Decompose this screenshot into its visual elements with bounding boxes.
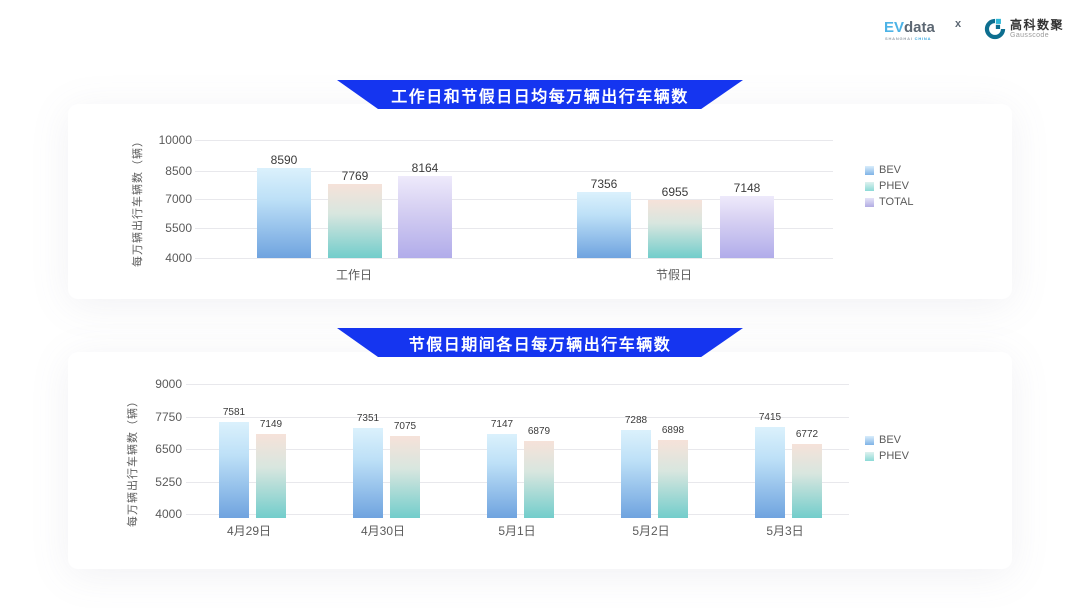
svg-text:x: x [955, 18, 962, 30]
svg-text:data: data [904, 19, 936, 36]
svg-text:EV: EV [884, 19, 904, 36]
